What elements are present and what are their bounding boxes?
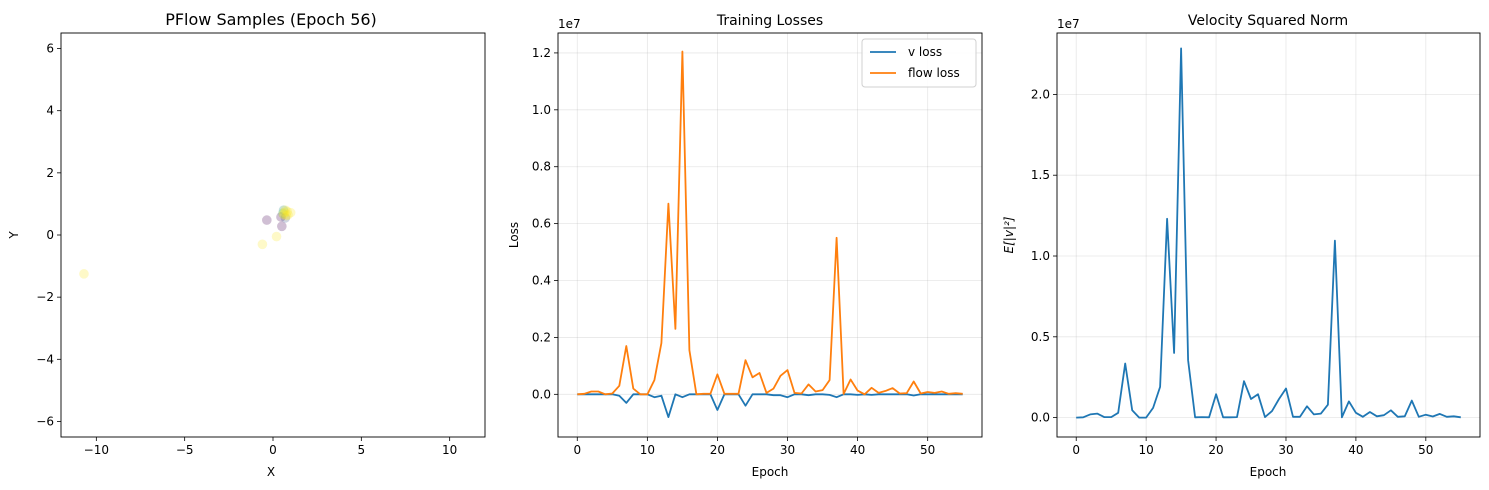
velocity-y-label: E[|v|²] xyxy=(1002,216,1016,253)
losses-y-tick-label-6: 1.2 xyxy=(532,46,551,60)
velocity-y-tick-label-0: 0.0 xyxy=(1031,411,1050,425)
velocity-x-ticks: 0 10 20 30 40 50 xyxy=(1072,437,1433,457)
losses-y-tick-label-5: 1.0 xyxy=(532,103,551,117)
velocity-y-ticks: 0.0 0.5 1.0 1.5 2.0 xyxy=(1031,87,1057,425)
losses-scale-label: 1e7 xyxy=(558,17,581,31)
velocity-y-tick-label-4: 2.0 xyxy=(1031,87,1050,101)
velocity-x-tick-label-2: 20 xyxy=(1208,443,1223,457)
scatter-title: PFlow Samples (Epoch 56) xyxy=(165,10,377,29)
losses-panel: Training Losses 0 10 20 30 40 50 0.0 0.2 0.4 0.6… xyxy=(507,13,983,479)
losses-x-tick-label-2: 20 xyxy=(710,443,725,457)
scatter-point-2 xyxy=(271,231,282,242)
scatter-x-label: X xyxy=(267,465,275,479)
scatter-y-tick-label-2: −2 xyxy=(36,290,54,304)
scatter-points xyxy=(79,205,296,279)
losses-title: Training Losses xyxy=(716,13,823,29)
scatter-y-label: Y xyxy=(7,231,21,240)
losses-x-tick-label-4: 40 xyxy=(850,443,865,457)
legend-box xyxy=(861,38,977,88)
scatter-point-0 xyxy=(79,269,89,279)
scatter-panel: PFlow Samples (Epoch 56) −10 −5 0 5 10 −6−4−… xyxy=(7,10,486,479)
velocity-x-tick-label-5: 50 xyxy=(1418,443,1433,457)
velocity-title: Velocity Squared Norm xyxy=(1188,13,1348,29)
scatter-point-6 xyxy=(278,205,289,215)
velocity-scale-label: 1e7 xyxy=(1057,17,1080,31)
velocity-x-tick-label-1: 10 xyxy=(1139,443,1154,457)
scatter-y-tick-label-4: 2 xyxy=(46,166,54,180)
scatter-point-9 xyxy=(283,210,293,220)
scatter-x-tick-label-2: 0 xyxy=(269,443,277,457)
losses-lines xyxy=(577,50,963,419)
scatter-point-13 xyxy=(282,206,292,217)
scatter-point-1 xyxy=(257,239,268,250)
velocity-y-tick-label-2: 1.0 xyxy=(1031,249,1050,263)
losses-x-tick-label-5: 50 xyxy=(920,443,935,457)
scatter-y-ticks: −6 −4 −2 0 2 4 6 xyxy=(36,42,61,428)
scatter-point-3 xyxy=(262,215,272,225)
scatter-point-14 xyxy=(285,207,296,218)
scatter-point-4 xyxy=(277,221,287,232)
losses-legend: v loss flow loss xyxy=(861,38,977,88)
losses-x-tick-label-3: 30 xyxy=(780,443,795,457)
scatter-point-12 xyxy=(278,209,289,220)
velocity-x-tick-label-4: 40 xyxy=(1348,443,1363,457)
scatter-x-tick-label-4: 10 xyxy=(442,443,457,457)
losses-y-tick-label-3: 0.6 xyxy=(532,217,551,231)
velocity-x-tick-label-0: 0 xyxy=(1072,443,1080,457)
velocity-series-line-0 xyxy=(1076,47,1461,419)
scatter-x-ticks: −10 −5 0 5 10 xyxy=(84,437,457,457)
losses-y-ticks: 0.0 0.2 0.4 0.6 0.8 1.0 1.2 xyxy=(532,46,558,401)
scatter-point-5 xyxy=(276,212,286,222)
velocity-x-label: Epoch xyxy=(1250,465,1287,479)
velocity-plot-frame xyxy=(1056,32,1481,438)
scatter-point-11 xyxy=(281,210,292,221)
losses-y-tick-label-1: 0.2 xyxy=(532,330,551,344)
velocity-lines xyxy=(1076,47,1461,419)
scatter-y-tick-label-0: −6 xyxy=(36,414,54,428)
velocity-x-tick-label-3: 30 xyxy=(1278,443,1293,457)
scatter-point-10 xyxy=(279,207,290,218)
scatter-y-tick-label-1: −4 xyxy=(36,352,54,366)
scatter-point-15 xyxy=(280,205,291,215)
scatter-y-tick-label-3: 0 xyxy=(46,228,54,242)
losses-x-ticks: 0 10 20 30 40 50 xyxy=(573,437,935,457)
scatter-y-tick-label-5: 4 xyxy=(46,104,54,118)
velocity-grid xyxy=(1057,33,1480,437)
losses-x-tick-label-1: 10 xyxy=(640,443,655,457)
losses-plot-frame xyxy=(557,32,983,438)
scatter-point-7 xyxy=(280,213,291,223)
velocity-y-tick-label-1: 0.5 xyxy=(1031,330,1050,344)
legend-label-flow-loss: flow loss xyxy=(908,66,960,80)
scatter-x-tick-label-1: −5 xyxy=(176,443,194,457)
velocity-y-tick-label-3: 1.5 xyxy=(1031,168,1050,182)
losses-y-tick-label-2: 0.4 xyxy=(532,274,551,288)
losses-x-tick-label-0: 0 xyxy=(573,443,581,457)
scatter-y-tick-label-6: 6 xyxy=(46,42,54,56)
legend-label-v-loss: v loss xyxy=(908,45,942,59)
scatter-x-tick-label-0: −10 xyxy=(84,443,109,457)
velocity-panel: Velocity Squared Norm 0 10 20 30 40 50 0.0 0.5… xyxy=(1002,13,1481,479)
scatter-x-tick-label-3: 5 xyxy=(358,443,366,457)
losses-x-label: Epoch xyxy=(752,465,789,479)
losses-series-line-1 xyxy=(577,50,963,396)
losses-y-label: Loss xyxy=(507,222,521,248)
losses-y-tick-label-0: 0.0 xyxy=(532,387,551,401)
losses-y-tick-label-4: 0.8 xyxy=(532,160,551,174)
losses-series-line-0 xyxy=(577,393,963,419)
scatter-point-8 xyxy=(277,208,288,219)
